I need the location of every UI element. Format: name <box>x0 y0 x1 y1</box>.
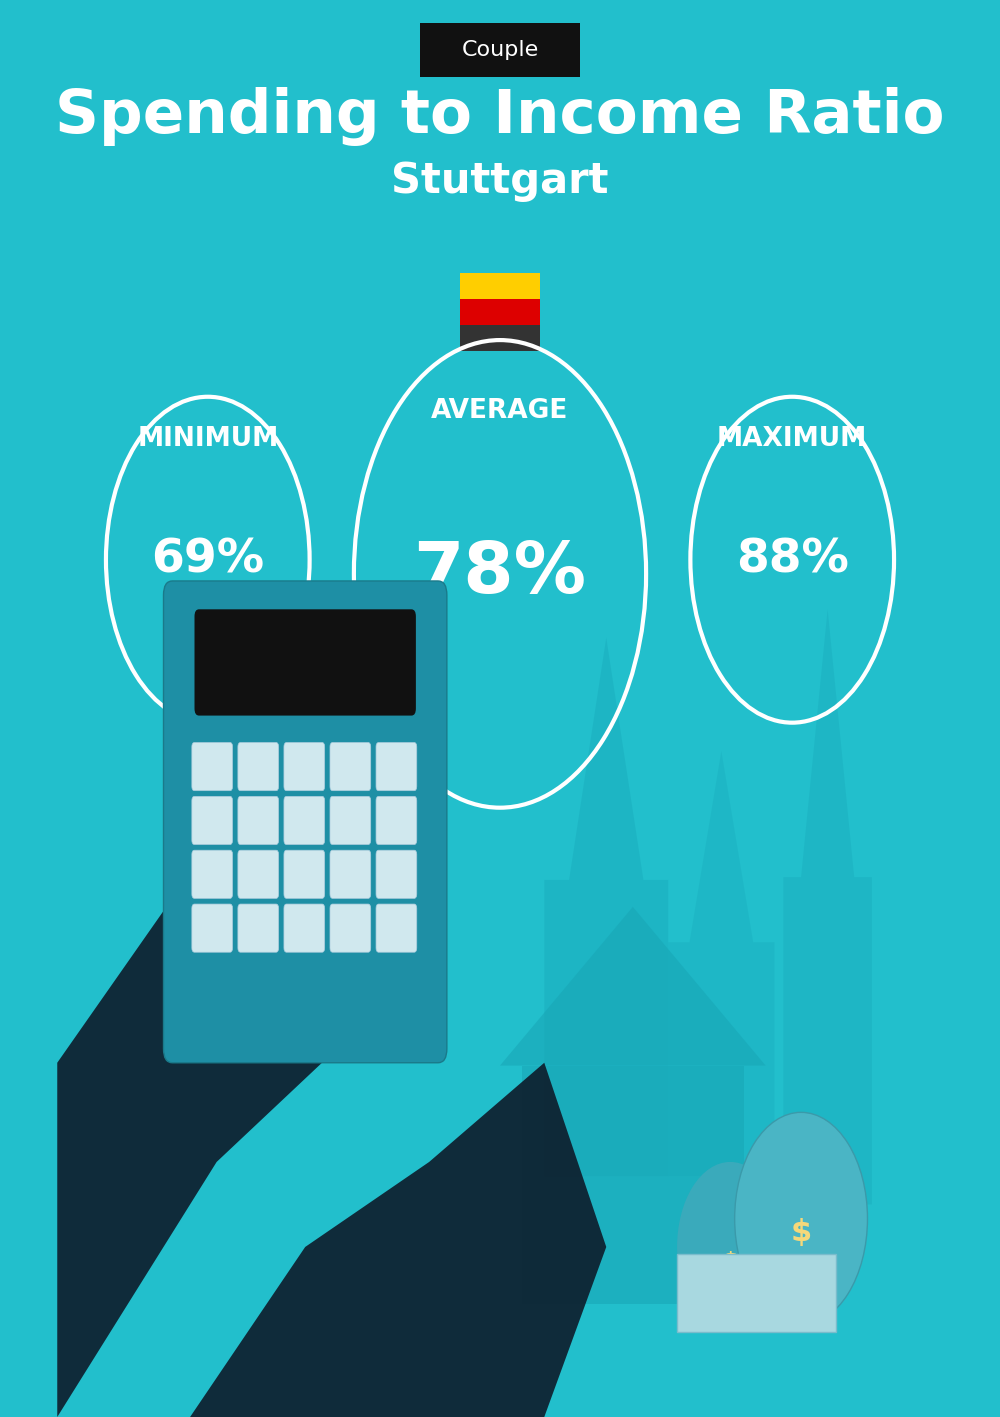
Text: Spending to Income Ratio: Spending to Income Ratio <box>55 86 945 146</box>
Bar <box>460 324 540 350</box>
Text: $: $ <box>722 1251 738 1271</box>
Polygon shape <box>668 751 775 1176</box>
FancyBboxPatch shape <box>330 904 371 952</box>
Polygon shape <box>783 609 872 1204</box>
FancyBboxPatch shape <box>376 743 417 791</box>
FancyBboxPatch shape <box>677 1254 836 1332</box>
FancyBboxPatch shape <box>192 743 233 791</box>
FancyBboxPatch shape <box>330 850 371 898</box>
FancyBboxPatch shape <box>192 850 233 898</box>
Polygon shape <box>190 1063 606 1417</box>
FancyBboxPatch shape <box>238 850 279 898</box>
Bar <box>460 299 540 324</box>
FancyBboxPatch shape <box>284 796 325 845</box>
Bar <box>460 273 540 299</box>
Polygon shape <box>544 638 668 1176</box>
FancyBboxPatch shape <box>192 796 233 845</box>
Text: MINIMUM: MINIMUM <box>137 427 278 452</box>
FancyBboxPatch shape <box>376 904 417 952</box>
Text: 78%: 78% <box>414 540 586 608</box>
FancyBboxPatch shape <box>330 796 371 845</box>
Text: 88%: 88% <box>736 537 849 582</box>
Text: AVERAGE: AVERAGE <box>431 398 569 424</box>
FancyBboxPatch shape <box>284 850 325 898</box>
FancyBboxPatch shape <box>420 23 580 77</box>
FancyBboxPatch shape <box>238 796 279 845</box>
FancyBboxPatch shape <box>238 743 279 791</box>
FancyBboxPatch shape <box>330 743 371 791</box>
FancyBboxPatch shape <box>376 796 417 845</box>
Polygon shape <box>522 1066 744 1304</box>
FancyBboxPatch shape <box>376 850 417 898</box>
FancyBboxPatch shape <box>192 904 233 952</box>
Text: MAXIMUM: MAXIMUM <box>717 427 867 452</box>
FancyBboxPatch shape <box>164 581 447 1063</box>
FancyBboxPatch shape <box>284 904 325 952</box>
Text: $: $ <box>790 1219 812 1247</box>
Circle shape <box>677 1162 783 1332</box>
Polygon shape <box>57 708 429 1417</box>
Circle shape <box>735 1112 867 1325</box>
Text: Stuttgart: Stuttgart <box>391 160 609 203</box>
Text: 69%: 69% <box>151 537 264 582</box>
FancyBboxPatch shape <box>195 609 416 716</box>
Text: Couple: Couple <box>461 40 539 60</box>
FancyBboxPatch shape <box>238 904 279 952</box>
FancyBboxPatch shape <box>284 743 325 791</box>
Polygon shape <box>500 907 766 1066</box>
